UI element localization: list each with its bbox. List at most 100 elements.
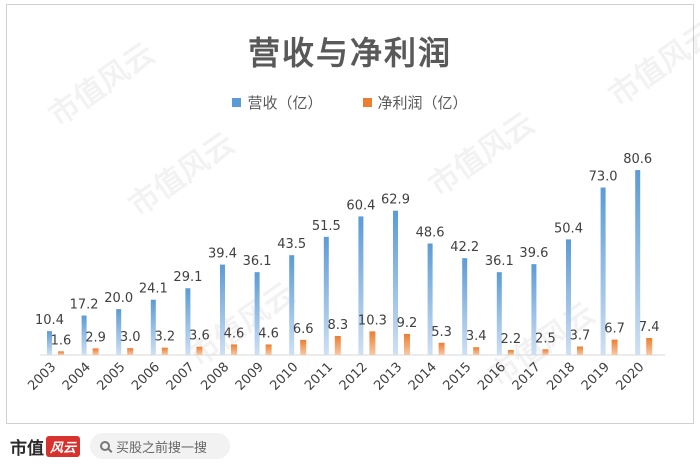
bar-net-profit	[196, 346, 203, 355]
data-label-net-profit: 3.4	[466, 329, 487, 344]
brand-mark: 风云	[46, 435, 81, 457]
data-label-revenue: 48.6	[416, 226, 445, 241]
bar-net-profit	[334, 335, 341, 355]
data-label-revenue: 43.5	[277, 237, 306, 252]
x-tick-label: 2017	[510, 360, 544, 394]
bar-revenue	[358, 216, 364, 355]
bar-net-profit	[646, 338, 653, 355]
x-tick-label: 2011	[302, 360, 336, 394]
data-label-revenue: 39.6	[519, 246, 548, 261]
brand-logo[interactable]: 市值 风云	[10, 434, 81, 459]
data-label-net-profit: 6.7	[604, 322, 625, 337]
bar-revenue	[496, 272, 502, 355]
bar-revenue	[531, 264, 537, 355]
bar-net-profit	[507, 349, 514, 355]
bar-net-profit	[127, 348, 134, 355]
footer-bar: 市值 风云 买股之前搜一搜	[0, 425, 700, 467]
bar-net-profit	[542, 349, 549, 355]
x-tick-label: 2014	[406, 360, 440, 394]
bar-revenue	[566, 239, 571, 355]
x-tick-label: 2009	[233, 360, 267, 394]
data-label-net-profit: 9.2	[397, 316, 418, 331]
bar-net-profit	[611, 339, 618, 355]
search-placeholder: 买股之前搜一搜	[116, 440, 208, 456]
data-label-net-profit: 4.6	[224, 326, 245, 341]
legend-swatch-revenue	[232, 98, 242, 107]
bar-net-profit	[404, 333, 410, 355]
x-tick-label: 2019	[579, 360, 613, 394]
data-label-net-profit: 6.6	[293, 322, 314, 337]
bar-revenue	[427, 243, 433, 355]
bar-net-profit	[92, 348, 99, 355]
bar-revenue	[81, 315, 87, 355]
bar-revenue	[635, 170, 641, 355]
search-icon	[100, 441, 111, 451]
data-label-revenue: 51.5	[312, 219, 341, 234]
legend-label-net-profit: 净利润（亿）	[377, 94, 468, 112]
data-label-net-profit: 2.9	[85, 330, 106, 345]
x-tick-label: 2020	[613, 360, 647, 394]
brand-text: 市值	[10, 438, 44, 459]
data-label-net-profit: 3.7	[570, 329, 591, 344]
bar-net-profit	[161, 347, 168, 355]
data-label-net-profit: 7.4	[639, 320, 660, 335]
x-tick-label: 2008	[198, 360, 232, 394]
x-tick-label: 2005	[94, 360, 128, 394]
data-label-revenue: 24.1	[139, 282, 168, 297]
bar-net-profit	[265, 344, 272, 355]
bar-net-profit	[577, 346, 583, 355]
data-label-net-profit: 3.6	[189, 329, 210, 344]
data-label-net-profit: 2.2	[500, 332, 521, 347]
bar-revenue	[323, 236, 329, 355]
x-tick-label: 2012	[337, 360, 371, 394]
data-label-revenue: 17.2	[70, 298, 99, 313]
bar-revenue	[462, 258, 468, 355]
chart-plot: 10.4 1.6 2003 17.2 2.9 2004 20.0 3.0 2005 24.1 3.2…	[25, 152, 665, 394]
data-label-net-profit: 8.3	[327, 318, 348, 333]
data-label-revenue: 39.4	[208, 247, 237, 262]
chart-title: 营收与净利润	[247, 34, 452, 72]
data-label-revenue: 73.0	[589, 170, 618, 185]
bar-revenue	[185, 288, 191, 355]
data-label-revenue: 36.1	[485, 254, 514, 269]
x-tick-label: 2006	[129, 360, 163, 394]
data-label-revenue: 60.4	[346, 198, 375, 213]
bar-net-profit	[369, 331, 376, 355]
chart-legend: 营收（亿） 净利润（亿）	[0, 92, 700, 113]
data-label-revenue: 10.4	[35, 313, 64, 328]
bar-net-profit	[300, 339, 307, 355]
bar-revenue	[116, 309, 122, 355]
bar-net-profit	[473, 347, 480, 355]
legend-item-net-profit: 净利润（亿）	[362, 92, 468, 113]
data-label-revenue: 50.4	[554, 221, 583, 236]
bar-revenue	[220, 264, 225, 355]
legend-swatch-net-profit	[362, 98, 372, 107]
x-tick-label: 2010	[267, 360, 301, 394]
x-tick-label: 2016	[475, 360, 509, 394]
data-label-net-profit: 4.6	[258, 326, 279, 341]
data-label-revenue: 29.1	[173, 270, 202, 285]
data-label-net-profit: 2.5	[535, 331, 556, 346]
bar-net-profit	[58, 351, 64, 355]
bar-revenue	[150, 299, 156, 355]
bar-revenue	[254, 272, 260, 355]
data-label-revenue: 20.0	[104, 291, 133, 306]
data-label-revenue: 62.9	[381, 193, 410, 208]
bar-revenue	[600, 187, 606, 355]
bar-net-profit	[438, 342, 445, 355]
data-label-revenue: 80.6	[623, 152, 652, 167]
data-label-revenue: 42.2	[450, 240, 479, 255]
data-label-revenue: 36.1	[243, 254, 272, 269]
data-label-net-profit: 5.3	[431, 325, 452, 340]
legend-item-revenue: 营收（亿）	[232, 92, 323, 113]
x-tick-label: 2013	[371, 360, 405, 394]
x-tick-label: 2003	[25, 360, 59, 394]
bar-revenue	[393, 210, 398, 355]
bar-net-profit	[231, 344, 237, 355]
data-label-net-profit: 3.0	[120, 330, 141, 345]
search-box[interactable]: 买股之前搜一搜	[90, 433, 231, 459]
x-tick-label: 2004	[60, 360, 94, 394]
x-tick-label: 2018	[544, 360, 578, 394]
bar-revenue	[289, 255, 295, 355]
